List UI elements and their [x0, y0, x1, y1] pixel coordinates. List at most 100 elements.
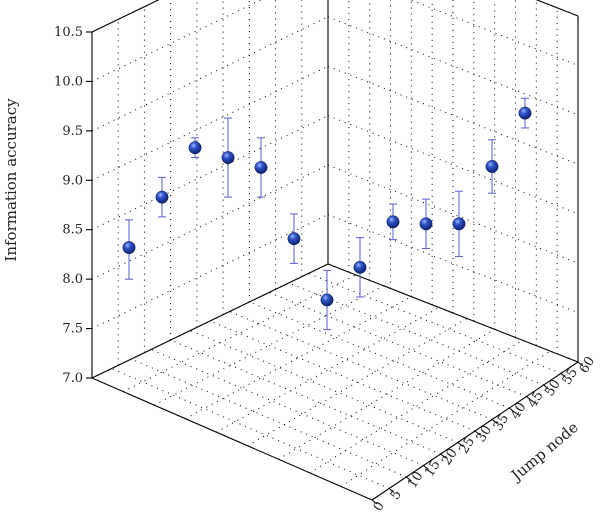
data-point-group	[320, 269, 334, 331]
floor-gridline	[153, 285, 384, 406]
y-tick-label: 9.0	[62, 173, 83, 188]
right-wall-gridline	[327, 214, 579, 314]
data-point-marker	[287, 232, 301, 246]
y-tick-label: 10.5	[54, 25, 83, 40]
z-tick-label: 15	[422, 458, 443, 480]
data-point-marker	[485, 160, 499, 173]
box-edge	[327, 263, 579, 363]
floor-gridline	[185, 296, 412, 420]
data-point-marker	[419, 217, 433, 231]
z-tick-label: 20	[439, 446, 460, 468]
data-point-group	[122, 219, 136, 280]
data-point-group	[485, 139, 499, 194]
right-wall-gridline	[327, 16, 579, 116]
y-tick-label: 8.5	[62, 223, 83, 238]
floor-gridline	[268, 292, 527, 397]
z-tick-mark	[440, 453, 447, 459]
data-point-group	[452, 190, 466, 257]
right-wall-gridline	[327, 65, 579, 165]
left-wall-gridline	[91, 65, 329, 181]
box-edge	[91, 0, 160, 33]
data-point-group	[188, 137, 202, 159]
z-tick-label: 45	[525, 389, 546, 411]
box-edge	[535, 0, 579, 17]
z-tick-label: 10	[405, 469, 426, 491]
data-point-group	[155, 176, 169, 218]
z-tick-mark	[423, 465, 429, 470]
z-tick-mark	[474, 430, 481, 436]
data-point-marker	[254, 161, 268, 174]
data-point-marker	[221, 151, 235, 165]
data-point-marker	[518, 106, 532, 120]
y-tick-label: 7.0	[62, 371, 83, 386]
z-tick-mark	[491, 419, 498, 424]
right-wall-gridline	[409, 0, 579, 66]
z-tick-mark	[457, 442, 464, 447]
z-tick-label: 55	[560, 366, 581, 388]
right-wall-gridline	[327, 115, 579, 215]
data-points	[122, 97, 532, 331]
data-point-group	[419, 198, 433, 250]
grid-lines	[91, 0, 579, 489]
z-tick-label: 40	[508, 400, 529, 422]
left-wall-gridline	[91, 0, 262, 82]
floor-gridline	[308, 273, 562, 374]
floor-gridline	[247, 318, 468, 447]
left-wall-gridline	[91, 115, 329, 231]
floor-gridline	[309, 339, 523, 474]
left-wall-gridline	[91, 214, 329, 330]
right-wall-gridline	[535, 0, 579, 17]
floor-gridline	[170, 339, 441, 455]
z-tick-mark	[560, 373, 567, 378]
data-point-marker	[320, 293, 334, 307]
floor-gridline	[249, 301, 510, 409]
floor-gridline	[216, 307, 440, 433]
y-axis-label: Information accuracy	[2, 98, 20, 262]
z-tick-label: 50	[542, 377, 563, 399]
left-wall-gridline	[91, 0, 160, 33]
floor-gridline	[278, 328, 495, 460]
z-tick-mark	[577, 361, 584, 367]
z-tick-mark	[526, 396, 532, 401]
left-wall-gridline	[91, 16, 329, 132]
data-point-group	[386, 203, 400, 241]
box-edge	[91, 377, 373, 501]
data-point-group	[287, 213, 301, 264]
floor-gridline	[150, 349, 424, 466]
data-point-marker	[353, 260, 367, 274]
z-tick-label: 60	[577, 354, 598, 376]
y-tick-label: 10.0	[54, 74, 83, 89]
left-wall-gridline	[91, 164, 329, 280]
data-point-marker	[386, 215, 400, 229]
data-point-marker	[188, 141, 202, 155]
floor-gridline	[122, 274, 357, 393]
z-tick-mark	[388, 488, 395, 493]
z-tick-label: 35	[491, 412, 512, 434]
z-tick-label: 5	[388, 488, 405, 503]
z-tick-mark	[543, 384, 550, 390]
y-tick-label: 7.5	[62, 322, 83, 337]
floor-gridline	[209, 320, 476, 432]
z-tick-mark	[508, 407, 515, 413]
data-point-marker	[122, 241, 136, 255]
y-tick-labels: 7.0 7.5 8.0 8.5 9.0 9.5 10.0 10.5	[54, 25, 92, 386]
box-edge	[91, 263, 329, 379]
data-point-group	[254, 137, 268, 198]
data-point-marker	[155, 190, 169, 204]
y-tick-label: 9.5	[62, 124, 83, 139]
data-point-marker	[452, 217, 466, 231]
y-tick-label: 8.0	[62, 272, 83, 287]
floor-gridline	[190, 330, 459, 443]
data-point-group	[221, 117, 235, 198]
z-tick-label: 25	[457, 435, 478, 457]
right-wall-gridline	[327, 164, 579, 264]
floor-gridline	[111, 368, 390, 489]
floor-gridline	[131, 358, 407, 478]
z-tick-mark	[371, 499, 378, 505]
z-tick-mark	[405, 476, 412, 482]
z-tick-label: 30	[474, 423, 495, 445]
z-axis-label: Jump node	[506, 418, 582, 486]
